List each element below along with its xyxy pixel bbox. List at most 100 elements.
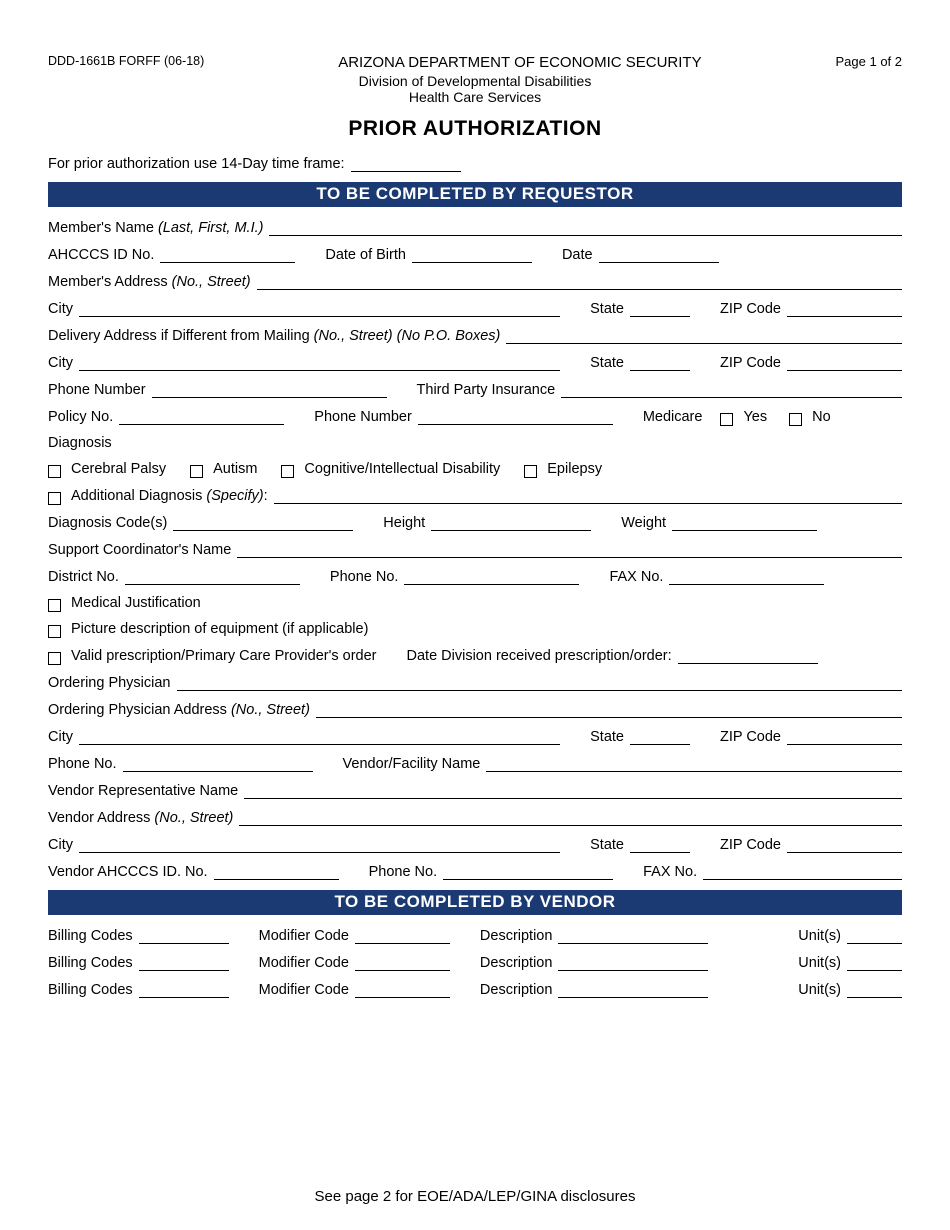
dx-cp-checkbox[interactable] [48, 465, 61, 478]
med-just-checkbox[interactable] [48, 599, 61, 612]
footer-note: See page 2 for EOE/ADA/LEP/GINA disclosu… [48, 1188, 902, 1205]
units-label-2: Unit(s) [798, 955, 841, 971]
medicare-no-checkbox[interactable] [789, 413, 802, 426]
desc-input-2[interactable] [558, 954, 708, 971]
modifier-label-3: Modifier Code [259, 982, 349, 998]
city-label-1: City [48, 301, 73, 317]
desc-input-1[interactable] [558, 927, 708, 944]
policy-input[interactable] [119, 408, 284, 425]
state-input-4[interactable] [630, 836, 690, 853]
billing-label-3: Billing Codes [48, 982, 133, 998]
vendor-id-input[interactable] [214, 863, 339, 880]
delivery-addr-input[interactable] [506, 327, 902, 344]
phone-no-input[interactable] [404, 568, 579, 585]
member-addr-input[interactable] [257, 273, 902, 290]
phone-no-label-3: Phone No. [369, 864, 438, 880]
city-label-4: City [48, 837, 73, 853]
state-label-1: State [590, 301, 624, 317]
medicare-yes-checkbox[interactable] [720, 413, 733, 426]
date-input[interactable] [599, 246, 719, 263]
units-input-1[interactable] [847, 927, 902, 944]
pic-desc-checkbox[interactable] [48, 625, 61, 638]
weight-label: Weight [621, 515, 666, 531]
ahcccs-id-label: AHCCCS ID No. [48, 247, 154, 263]
intro-line: For prior authorization use 14-Day time … [48, 155, 902, 172]
phone-input[interactable] [152, 381, 387, 398]
timeframe-input[interactable] [351, 155, 461, 172]
phone2-input[interactable] [418, 408, 613, 425]
dob-input[interactable] [412, 246, 532, 263]
member-name-input[interactable] [269, 219, 902, 236]
height-input[interactable] [431, 514, 591, 531]
fax-no-label: FAX No. [609, 569, 663, 585]
vendor-fac-label: Vendor/Facility Name [343, 756, 481, 772]
unit-name: Health Care Services [48, 89, 902, 105]
zip-input-3[interactable] [787, 728, 902, 745]
intro-label: For prior authorization use 14-Day time … [48, 156, 345, 172]
dx-cognitive-checkbox[interactable] [281, 465, 294, 478]
desc-input-3[interactable] [558, 981, 708, 998]
phone2-label: Phone Number [314, 409, 412, 425]
fax-no-input[interactable] [669, 568, 824, 585]
modifier-input-3[interactable] [355, 981, 450, 998]
city-input-3[interactable] [79, 728, 560, 745]
district-input[interactable] [125, 568, 300, 585]
city-input-1[interactable] [79, 300, 560, 317]
page-number: Page 1 of 2 [836, 54, 903, 69]
dx-autism-label: Autism [213, 461, 257, 477]
ord-phys-addr-label: Ordering Physician Address (No., Street) [48, 702, 310, 718]
diagnosis-label: Diagnosis [48, 435, 112, 451]
ahcccs-id-input[interactable] [160, 246, 295, 263]
units-label-3: Unit(s) [798, 982, 841, 998]
dx-codes-input[interactable] [173, 514, 353, 531]
dx-additional-checkbox[interactable] [48, 492, 61, 505]
valid-rx-label: Valid prescription/Primary Care Provider… [71, 648, 377, 664]
units-input-3[interactable] [847, 981, 902, 998]
billing-input-2[interactable] [139, 954, 229, 971]
billing-label-1: Billing Codes [48, 928, 133, 944]
fax-no-input-2[interactable] [703, 863, 902, 880]
dx-autism-checkbox[interactable] [190, 465, 203, 478]
city-input-2[interactable] [79, 354, 560, 371]
modifier-label-2: Modifier Code [259, 955, 349, 971]
ord-phys-addr-input[interactable] [316, 701, 902, 718]
dx-cp-label: Cerebral Palsy [71, 461, 166, 477]
billing-input-3[interactable] [139, 981, 229, 998]
city-input-4[interactable] [79, 836, 560, 853]
state-input-2[interactable] [630, 354, 690, 371]
ord-phys-input[interactable] [177, 674, 903, 691]
state-input-3[interactable] [630, 728, 690, 745]
modifier-input-1[interactable] [355, 927, 450, 944]
vendor-rep-input[interactable] [244, 782, 902, 799]
sc-name-input[interactable] [237, 541, 902, 558]
phone-no-input-3[interactable] [443, 863, 613, 880]
phone-label: Phone Number [48, 382, 146, 398]
valid-rx-checkbox[interactable] [48, 652, 61, 665]
vendor-row-1: Billing Codes Modifier Code Description … [48, 927, 902, 944]
yes-label: Yes [743, 409, 767, 425]
dx-epilepsy-checkbox[interactable] [524, 465, 537, 478]
dob-label: Date of Birth [325, 247, 406, 263]
units-input-2[interactable] [847, 954, 902, 971]
phone-no-input-2[interactable] [123, 755, 313, 772]
tpi-input[interactable] [561, 381, 902, 398]
zip-label-2: ZIP Code [720, 355, 781, 371]
weight-input[interactable] [672, 514, 817, 531]
state-input-1[interactable] [630, 300, 690, 317]
date-rx-input[interactable] [678, 647, 818, 664]
phone-no-label-2: Phone No. [48, 756, 117, 772]
tpi-label: Third Party Insurance [417, 382, 556, 398]
modifier-input-2[interactable] [355, 954, 450, 971]
vendor-addr-input[interactable] [239, 809, 902, 826]
zip-input-2[interactable] [787, 354, 902, 371]
vendor-fac-input[interactable] [486, 755, 902, 772]
medicare-label: Medicare [643, 409, 703, 425]
dx-cognitive-label: Cognitive/Intellectual Disability [304, 461, 500, 477]
desc-label-1: Description [480, 928, 553, 944]
dx-additional-input[interactable] [274, 487, 902, 504]
district-label: District No. [48, 569, 119, 585]
member-name-label: Member's Name (Last, First, M.I.) [48, 220, 263, 236]
zip-input-4[interactable] [787, 836, 902, 853]
billing-input-1[interactable] [139, 927, 229, 944]
zip-input-1[interactable] [787, 300, 902, 317]
